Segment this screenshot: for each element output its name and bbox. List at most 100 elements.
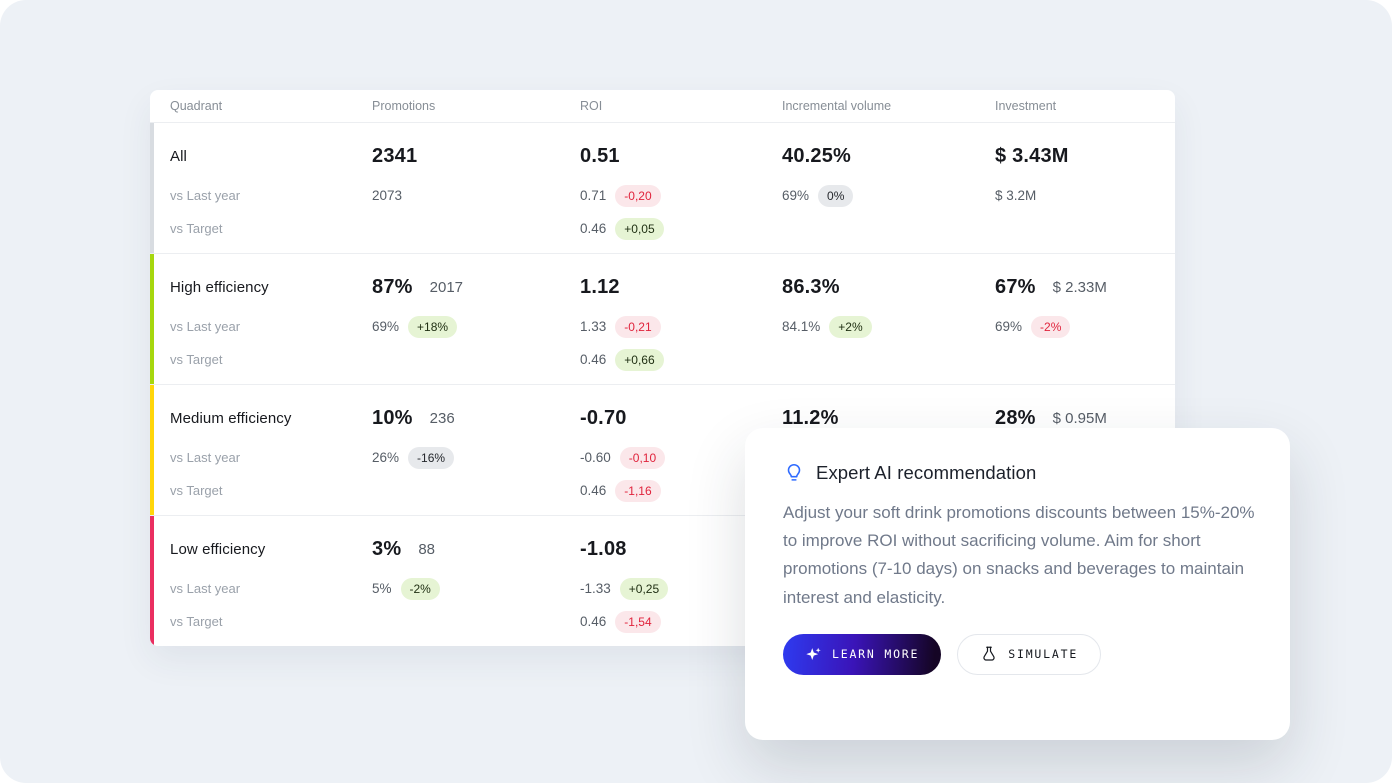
table-row: Medium efficiency 10% 236 -0.70 11.2% 28… — [170, 395, 1175, 441]
simulate-label: SIMULATE — [1008, 647, 1079, 662]
table-row: vs Last year 69% +18% 1.33 -0,21 84.1% +… — [170, 310, 1175, 343]
row-label-vs-target: vs Target — [170, 221, 223, 236]
table-row: All 2341 0.51 40.25% $ 3.43M — [170, 133, 1175, 179]
learn-more-label: LEARN MORE — [832, 647, 920, 662]
roi-value: -0.70 — [580, 406, 627, 429]
investment-value: $ 3.43M — [995, 144, 1069, 167]
quadrant-group-low-efficiency: Low efficiency 3% 88 -1.08 vs Last year … — [150, 515, 1175, 646]
table-row: vs Last year 26% -16% -0.60 -0,10 — [170, 441, 1175, 474]
roi-target-badge: -1,54 — [615, 610, 661, 633]
learn-more-button[interactable]: LEARN MORE — [783, 633, 942, 675]
roi-value: 0.51 — [580, 144, 620, 167]
promotions-last-year: 5% — [372, 581, 392, 596]
roi-delta-badge: -0,10 — [619, 446, 666, 469]
table-header-row: Quadrant Promotions ROI Incremental volu… — [150, 90, 1175, 123]
table-row: vs Target 0.46 -1,16 — [170, 474, 1175, 507]
quadrant-group-medium-efficiency: Medium efficiency 10% 236 -0.70 11.2% 28… — [150, 384, 1175, 515]
row-label-vs-last-year: vs Last year — [170, 581, 241, 596]
quadrant-group-high-efficiency: High efficiency 87% 2017 1.12 86.3% 67% … — [150, 253, 1175, 384]
roi-target: 0.46 — [580, 614, 607, 629]
lightbulb-icon — [783, 462, 805, 484]
volume-delta-badge: +2% — [829, 315, 872, 338]
volume-value: 40.25% — [782, 144, 852, 167]
roi-last-year: -0.60 — [580, 450, 611, 465]
promotions-share: 3% — [372, 537, 402, 560]
ai-card-title: Expert AI recommendation — [816, 462, 1037, 483]
row-label-vs-target: vs Target — [170, 352, 223, 367]
ai-card-header: Expert AI recommendation — [783, 462, 1252, 484]
investment-last-year: 69% — [995, 319, 1023, 334]
promotions-count: 2017 — [429, 278, 464, 296]
quadrant-name: Low efficiency — [170, 540, 266, 558]
investment-delta-badge: -2% — [1031, 315, 1071, 338]
table-row: Low efficiency 3% 88 -1.08 — [170, 526, 1175, 572]
ai-recommendation-text: Adjust your soft drink promotions discou… — [783, 503, 1255, 607]
investment-share: 67% — [995, 275, 1036, 298]
promotions-last-year: 69% — [372, 319, 400, 334]
investment-amount: $ 2.33M — [1052, 278, 1107, 296]
roi-target-badge: -1,16 — [615, 479, 661, 502]
roi-target: 0.46 — [580, 483, 607, 498]
table-row: vs Last year 2073 0.71 -0,20 69% 0% $ 3.… — [170, 179, 1175, 212]
promotions-last-year: 2073 — [372, 188, 403, 203]
promotions-value: 2341 — [372, 144, 418, 167]
quadrant-name: Medium efficiency — [170, 409, 292, 427]
roi-delta-badge: +0,25 — [619, 577, 669, 600]
roi-last-year: 0.71 — [580, 188, 607, 203]
volume-last-year: 84.1% — [782, 319, 821, 334]
investment-amount: $ 0.95M — [1052, 409, 1107, 427]
row-label-vs-last-year: vs Last year — [170, 319, 241, 334]
accent-bar-all — [150, 123, 154, 253]
simulate-button[interactable]: SIMULATE — [957, 633, 1102, 675]
volume-delta-badge: 0% — [818, 184, 854, 207]
volume-value: 86.3% — [782, 275, 840, 298]
table-row: vs Target 0.46 +0,05 — [170, 212, 1175, 245]
promotions-share: 10% — [372, 406, 413, 429]
row-label-vs-last-year: vs Last year — [170, 188, 241, 203]
table-row: vs Target 0.46 +0,66 — [170, 343, 1175, 376]
promotions-delta-badge: +18% — [408, 315, 458, 338]
promotions-count: 88 — [418, 540, 435, 558]
flask-icon — [980, 645, 998, 663]
accent-bar-medium — [150, 385, 154, 515]
volume-value: 11.2% — [782, 406, 839, 429]
column-header-roi: ROI — [580, 99, 603, 113]
row-label-vs-target: vs Target — [170, 483, 223, 498]
accent-bar-high — [150, 254, 154, 384]
quadrant-name: All — [170, 147, 187, 165]
column-header-quadrant: Quadrant — [170, 99, 223, 113]
table-row: vs Target 0.46 -1,54 — [170, 605, 1175, 638]
row-label-vs-target: vs Target — [170, 614, 223, 629]
sparkles-icon — [805, 646, 822, 663]
roi-target: 0.46 — [580, 221, 607, 236]
table-row: High efficiency 87% 2017 1.12 86.3% 67% … — [170, 264, 1175, 310]
quadrant-name: High efficiency — [170, 278, 269, 296]
column-header-promotions: Promotions — [372, 99, 436, 113]
promotions-delta-badge: -16% — [408, 446, 455, 469]
promotions-share: 87% — [372, 275, 413, 298]
promotions-delta-badge: -2% — [400, 577, 440, 600]
investment-last-year: $ 3.2M — [995, 188, 1037, 203]
roi-last-year: 1.33 — [580, 319, 607, 334]
row-label-vs-last-year: vs Last year — [170, 450, 241, 465]
roi-value: -1.08 — [580, 537, 627, 560]
roi-last-year: -1.33 — [580, 581, 611, 596]
roi-target-badge: +0,66 — [615, 348, 664, 371]
roi-value: 1.12 — [580, 275, 620, 298]
efficiency-table-card: Quadrant Promotions ROI Incremental volu… — [150, 90, 1175, 646]
ai-card-actions: LEARN MORE SIMULATE — [783, 633, 1252, 675]
roi-target: 0.46 — [580, 352, 607, 367]
accent-bar-low — [150, 516, 154, 646]
promotions-last-year: 26% — [372, 450, 400, 465]
promotions-count: 236 — [429, 409, 455, 427]
column-header-incremental-volume: Incremental volume — [782, 99, 892, 113]
quadrant-group-all: All 2341 0.51 40.25% $ 3.43M vs Last yea… — [150, 123, 1175, 253]
volume-last-year: 69% — [782, 188, 810, 203]
table-row: vs Last year 5% -2% -1.33 +0,25 — [170, 572, 1175, 605]
column-header-investment: Investment — [995, 99, 1057, 113]
roi-target-badge: +0,05 — [615, 217, 664, 240]
roi-delta-badge: -0,20 — [615, 184, 661, 207]
investment-share: 28% — [995, 406, 1036, 429]
roi-delta-badge: -0,21 — [615, 315, 661, 338]
